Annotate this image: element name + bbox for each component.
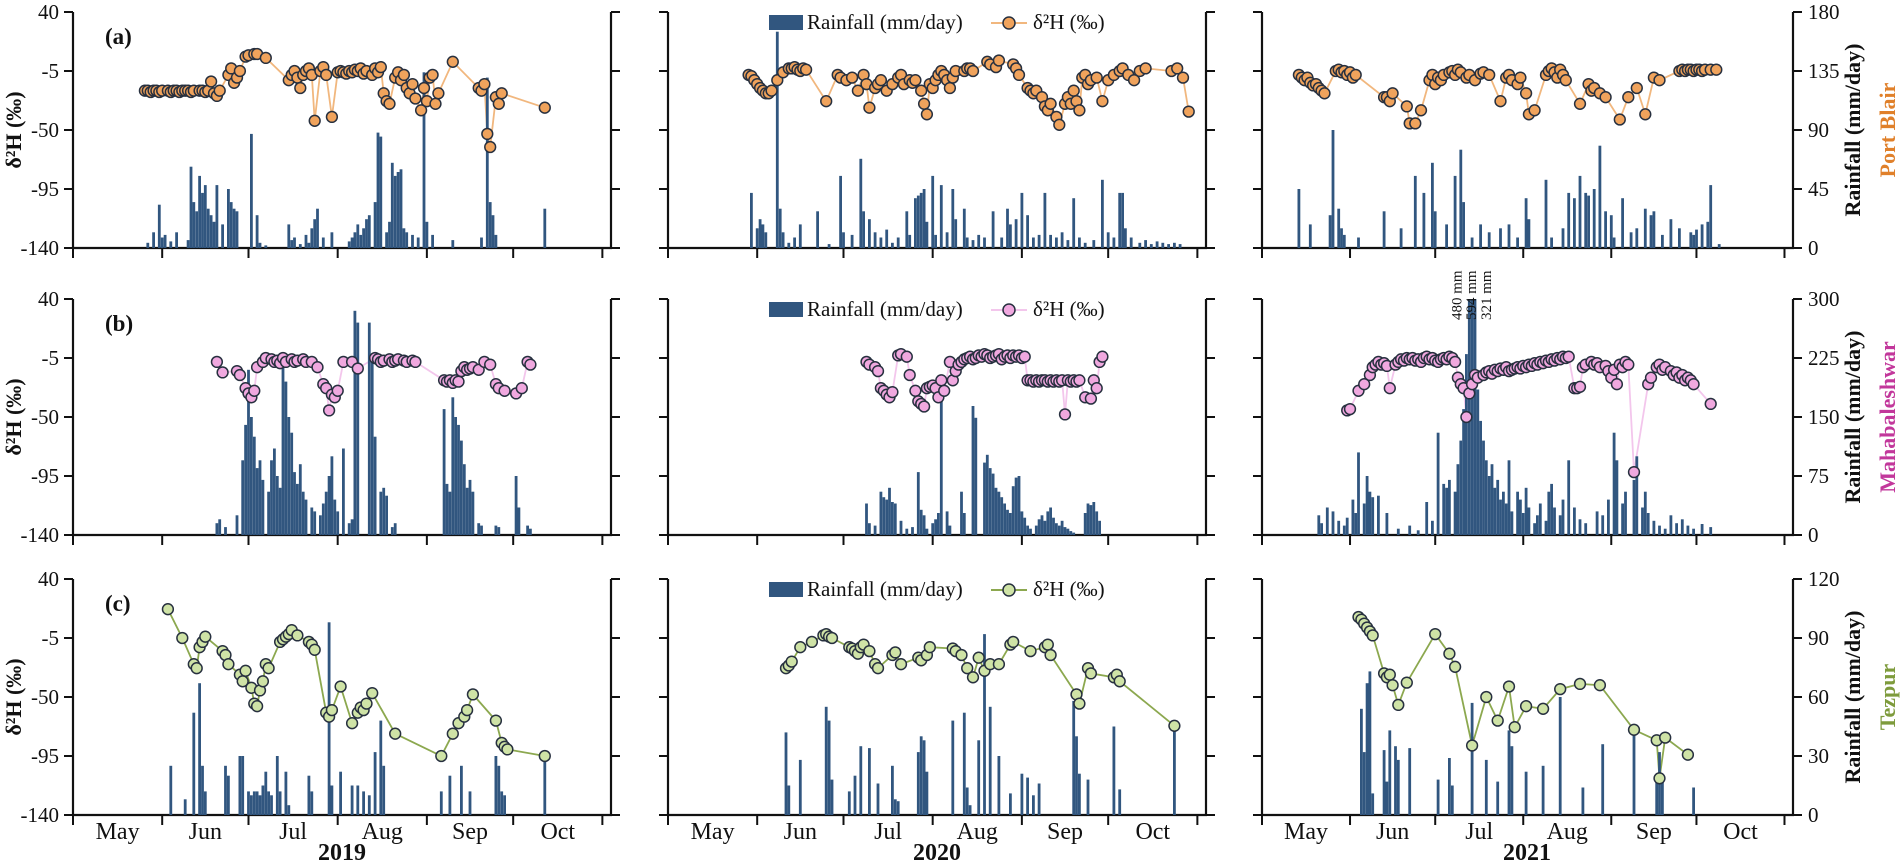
svg-text:May: May: [96, 819, 140, 845]
panel-c-2020-tezpur: May Jun Jul Aug Sep Oct Rainfall (mm/day) δ²H (…: [659, 577, 1215, 845]
svg-text:-95: -95: [31, 744, 59, 768]
svg-text:Jun: Jun: [189, 819, 222, 845]
svg-text:Mahabaleshwar: Mahabaleshwar: [1875, 341, 1900, 493]
svg-text:δ²H (‰): δ²H (‰): [1033, 577, 1105, 601]
svg-text:δ²H (‰): δ²H (‰): [1, 378, 26, 455]
panel-b-2021-mahabaleshwar: 300 225 150 75 0 Rainfall (mm/day) Mahabaleshw…: [1253, 270, 1900, 547]
svg-text:Rainfall (mm/day): Rainfall (mm/day): [1840, 611, 1865, 784]
panel-b-2019-mahabaleshwar: 40 -5 -50 -95 -140 (b) δ²H (‰): [1, 287, 620, 547]
svg-text:δ²H (‰): δ²H (‰): [1, 91, 26, 168]
svg-text:Rainfall (mm/day): Rainfall (mm/day): [1840, 44, 1865, 217]
svg-text:δ²H (‰): δ²H (‰): [1033, 297, 1105, 321]
svg-text:Aug: Aug: [957, 819, 998, 845]
svg-text:Oct: Oct: [1723, 819, 1758, 845]
svg-text:30: 30: [1808, 744, 1829, 768]
svg-text:(c): (c): [105, 591, 131, 616]
svg-text:90: 90: [1808, 118, 1829, 142]
panel-a-2021-port-blair: 180 135 90 45 0 Rainfall (mm/day) Port Blair: [1253, 0, 1900, 260]
svg-text:-5: -5: [42, 626, 60, 650]
svg-text:Port Blair: Port Blair: [1875, 82, 1900, 177]
svg-text:-140: -140: [21, 803, 60, 827]
svg-text:60: 60: [1808, 685, 1829, 709]
svg-text:225: 225: [1808, 346, 1840, 370]
svg-text:Aug: Aug: [362, 819, 403, 845]
svg-text:0: 0: [1808, 236, 1819, 260]
svg-text:150: 150: [1808, 405, 1840, 429]
svg-text:Jun: Jun: [1376, 819, 1409, 845]
svg-text:Sep: Sep: [1047, 819, 1083, 845]
svg-text:321 mm: 321 mm: [1479, 270, 1495, 320]
svg-text:120: 120: [1808, 567, 1840, 591]
svg-text:0: 0: [1808, 803, 1819, 827]
svg-text:-95: -95: [31, 177, 59, 201]
svg-text:300: 300: [1808, 287, 1840, 311]
svg-text:Tezpur: Tezpur: [1875, 664, 1900, 731]
svg-text:594 mm: 594 mm: [1464, 270, 1480, 320]
svg-text:90: 90: [1808, 626, 1829, 650]
svg-text:-5: -5: [42, 346, 60, 370]
panel-c-2019-tezpur: 40 -5 -50 -95 -140 May Jun Jul Aug Sep Oct (c) δ²H (…: [1, 567, 620, 845]
svg-text:Oct: Oct: [540, 819, 575, 845]
svg-text:δ²H (‰): δ²H (‰): [1, 658, 26, 735]
svg-text:40: 40: [38, 287, 59, 311]
svg-text:Rainfall (mm/day): Rainfall (mm/day): [1840, 331, 1865, 504]
svg-text:-50: -50: [31, 405, 59, 429]
svg-text:Sep: Sep: [452, 819, 488, 845]
svg-text:45: 45: [1808, 177, 1829, 201]
svg-text:May: May: [691, 819, 735, 845]
svg-text:-140: -140: [21, 236, 60, 260]
svg-text:δ²H (‰): δ²H (‰): [1033, 10, 1105, 34]
svg-text:Jun: Jun: [784, 819, 817, 845]
svg-text:75: 75: [1808, 464, 1829, 488]
panel-c-2021-tezpur: 120 90 60 30 0 May Jun Jul Aug Sep Oct Rainfall (mm…: [1253, 567, 1900, 845]
svg-text:Oct: Oct: [1135, 819, 1170, 845]
svg-text:180: 180: [1808, 0, 1840, 24]
svg-text:40: 40: [38, 567, 59, 591]
panel-b-2020-mahabaleshwar: Rainfall (mm/day) δ²H (‰): [659, 297, 1215, 545]
svg-text:May: May: [1284, 819, 1328, 845]
svg-text:(b): (b): [105, 311, 133, 336]
svg-text:480 mm: 480 mm: [1449, 270, 1465, 320]
svg-text:-50: -50: [31, 685, 59, 709]
svg-text:-5: -5: [42, 59, 60, 83]
panel-a-2019-port-blair: 40 -5 -50 -95 -140 (a) δ²H (‰): [1, 0, 620, 260]
svg-text:Rainfall (mm/day): Rainfall (mm/day): [807, 577, 963, 601]
svg-text:Rainfall (mm/day): Rainfall (mm/day): [807, 10, 963, 34]
svg-text:Rainfall (mm/day): Rainfall (mm/day): [807, 297, 963, 321]
svg-text:135: 135: [1808, 59, 1840, 83]
svg-text:-140: -140: [21, 523, 60, 547]
year-label-2021: 2021: [1503, 840, 1551, 866]
svg-text:Jul: Jul: [874, 819, 902, 845]
svg-text:-95: -95: [31, 464, 59, 488]
svg-text:Jul: Jul: [279, 819, 307, 845]
svg-text:40: 40: [38, 0, 59, 24]
svg-text:Jul: Jul: [1465, 819, 1493, 845]
svg-text:(a): (a): [105, 24, 132, 49]
svg-text:Aug: Aug: [1547, 819, 1588, 845]
year-label-2019: 2019: [318, 840, 366, 866]
panel-a-2020-port-blair: Rainfall (mm/day) δ²H (‰): [659, 10, 1215, 258]
svg-text:-50: -50: [31, 118, 59, 142]
svg-text:Sep: Sep: [1636, 819, 1672, 845]
year-label-2020: 2020: [913, 840, 961, 866]
svg-text:0: 0: [1808, 523, 1819, 547]
